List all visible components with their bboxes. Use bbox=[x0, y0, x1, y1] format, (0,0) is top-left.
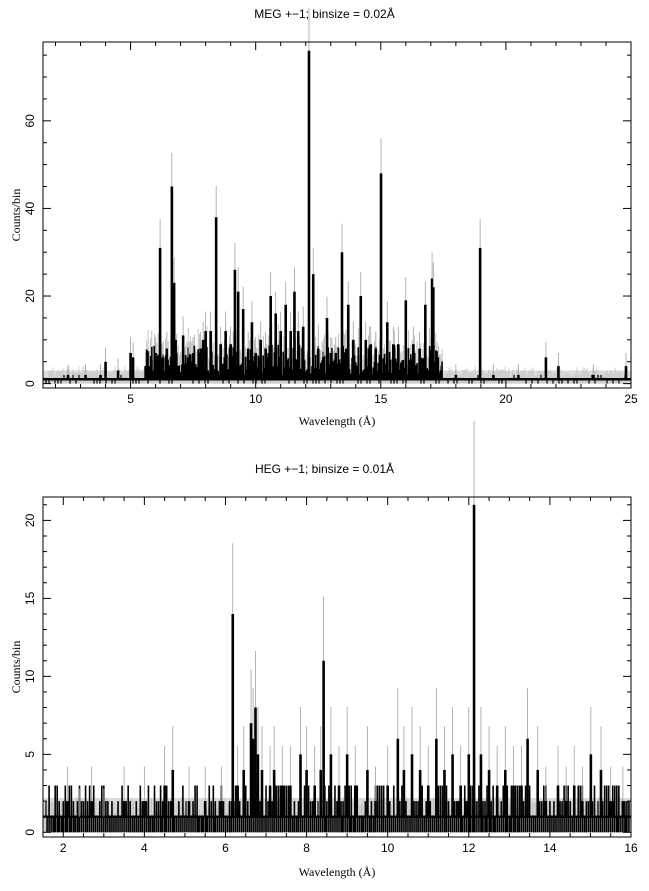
chart-1-frame bbox=[42, 41, 632, 389]
chart-2-y-tick-label: 20 bbox=[23, 513, 37, 527]
chart-2-x-tick-label: 14 bbox=[543, 841, 557, 855]
chart-2-x-tick-label: 10 bbox=[381, 841, 395, 855]
chart-2-y-axis-label: Counts/bin bbox=[9, 641, 23, 694]
chart-1-y-tick-label: 40 bbox=[23, 201, 37, 215]
chart-1-y-axis-label: Counts/bin bbox=[9, 189, 23, 242]
chart-1-x-tick-label: 10 bbox=[249, 392, 263, 406]
chart-2-x-tick-label: 4 bbox=[141, 841, 148, 855]
chart-1-y-tick-label: 60 bbox=[23, 114, 37, 128]
chart-2-x-tick-label: 6 bbox=[222, 841, 229, 855]
chart-2-x-tick-label: 12 bbox=[462, 841, 476, 855]
chart-1-x-tick-label: 15 bbox=[374, 392, 388, 406]
chart-1-y-tick-label: 20 bbox=[23, 289, 37, 303]
chart-2-x-tick-label: 16 bbox=[624, 841, 638, 855]
chart-1-x-tick-label: 25 bbox=[624, 392, 638, 406]
chart-1-y-tick-label: 0 bbox=[23, 380, 37, 387]
chart-1-x-tick-label: 5 bbox=[127, 392, 134, 406]
chart-2-y-tick-label: 15 bbox=[23, 591, 37, 605]
chart-1-x-tick-label: 20 bbox=[499, 392, 513, 406]
chart-1-title: MEG +−1; binsize = 0.02Å bbox=[254, 7, 395, 21]
chart-2-x-tick-label: 2 bbox=[60, 841, 67, 855]
chart-2-y-tick-label: 5 bbox=[23, 751, 37, 758]
chart-2-title: HEG +−1; binsize = 0.01Å bbox=[254, 462, 395, 476]
chart-1-x-axis-label: Wavelength (Å) bbox=[299, 414, 376, 428]
chart-2-x-tick-label: 8 bbox=[303, 841, 310, 855]
chart-2-frame bbox=[42, 496, 632, 838]
chart-2-y-tick-label: 0 bbox=[23, 829, 37, 836]
chart-2-y-tick-label: 10 bbox=[23, 669, 37, 683]
chart-2-x-axis-label: Wavelength (Å) bbox=[299, 865, 376, 879]
